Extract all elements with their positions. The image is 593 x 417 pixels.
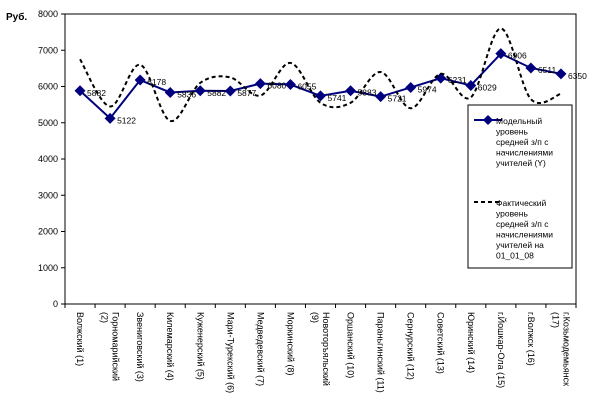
x-category-label-10-0: Параньгинский (11) [376, 312, 386, 393]
x-category-label-13-0: Юринский (14) [466, 312, 476, 373]
x-category-12: Советский (13) [436, 312, 446, 374]
x-category-label-15-0: г.Волжск (16) [526, 312, 536, 366]
model-data-label-10: 5721 [388, 94, 407, 104]
legend: Модельный уровень средней з/п с начислениям… [467, 104, 573, 269]
model-point-3 [164, 86, 176, 98]
y-tick-label-1: 1000 [38, 263, 58, 273]
legend-label-model: Модельный уровень средней з/п с начислениям… [496, 116, 553, 168]
y-tick-label-2: 2000 [38, 227, 58, 237]
model-point-14 [495, 48, 507, 60]
y-tick-label-5: 5000 [38, 118, 58, 128]
x-category-0: Волжский (1) [75, 312, 85, 366]
x-category-13: Юринский (14) [466, 312, 476, 373]
x-category-15: г.Волжск (16) [526, 312, 536, 366]
series-line-actual [79, 27, 562, 122]
model-data-label-5: 5877 [237, 88, 256, 98]
model-data-label-4: 5882 [207, 88, 226, 98]
model-point-16 [555, 68, 567, 80]
model-data-label-14: 6906 [508, 51, 527, 61]
legend-label-actual: Фактический уровень средней з/п с начислени… [496, 198, 553, 261]
x-category-11: Сернурский (12) [406, 312, 416, 380]
x-category-14: г.Йошкар-Ола (15) [496, 312, 507, 388]
x-category-7: Моркинский (8) [285, 312, 295, 376]
x-category-label-11-0: Сернурский (12) [406, 312, 416, 380]
x-category-label-12-0: Советский (13) [436, 312, 446, 374]
model-point-10 [375, 91, 387, 103]
model-point-5 [224, 85, 236, 97]
x-category-label-16-0: г.Козьмодемьянск [561, 312, 571, 386]
model-point-4 [194, 85, 206, 97]
y-axis-unit: Руб. [6, 11, 27, 23]
y-tick-label-8: 8000 [38, 9, 58, 19]
model-point-2 [134, 74, 146, 86]
x-category-label-1-0: Горномарийский [111, 312, 121, 381]
y-tick-label-4: 4000 [38, 154, 58, 164]
model-point-0 [74, 85, 86, 97]
x-category-label-3-0: Килемарский (4) [165, 312, 175, 381]
x-category-16: г.Козьмодемьянск(17) [550, 312, 571, 386]
x-category-1: Горномарийский(2) [100, 312, 121, 381]
x-category-5: Мари-Турекский (6) [225, 312, 235, 393]
x-category-label-6-0: Медведевский (7) [255, 312, 265, 386]
x-category-label-8-1: (9) [310, 312, 320, 323]
model-data-label-3: 5836 [177, 89, 196, 99]
model-data-label-8: 5741 [328, 93, 347, 103]
model-point-9 [345, 85, 357, 97]
model-point-1 [104, 112, 116, 124]
x-category-8: Новоторъяльский(9) [310, 312, 331, 386]
legend-marker-model [483, 115, 493, 125]
x-category-label-9-0: Оршанский (10) [346, 312, 356, 378]
x-category-2: Звениговский (3) [135, 312, 145, 382]
x-category-label-14-0: г.Йошкар-Ола (15) [496, 312, 507, 388]
y-tick-label-3: 3000 [38, 190, 58, 200]
x-category-label-5-0: Мари-Турекский (6) [225, 312, 235, 393]
model-data-label-6: 6080 [267, 81, 286, 91]
model-data-label-7: 6055 [297, 82, 316, 92]
x-category-label-8-0: Новоторъяльский [321, 312, 331, 386]
x-category-10: Параньгинский (11) [376, 312, 386, 393]
model-point-15 [525, 62, 537, 74]
x-category-3: Килемарский (4) [165, 312, 175, 381]
model-data-label-11: 5974 [418, 84, 437, 94]
model-point-8 [315, 90, 326, 102]
x-category-label-4-0: Куженерский (5) [195, 312, 205, 380]
model-point-6 [254, 78, 266, 90]
x-category-6: Медведевский (7) [255, 312, 265, 386]
x-category-4: Куженерский (5) [195, 312, 205, 380]
model-data-label-9: 5883 [358, 88, 377, 98]
model-data-label-2: 6178 [147, 77, 166, 87]
model-data-label-1: 5122 [117, 115, 136, 125]
x-category-label-16-1: (17) [550, 312, 560, 328]
model-point-13 [465, 79, 477, 91]
model-data-label-12: 6231 [448, 75, 467, 85]
x-category-label-7-0: Моркинский (8) [285, 312, 295, 376]
model-data-label-13: 6029 [478, 82, 497, 92]
y-tick-label-7: 7000 [38, 45, 58, 55]
model-point-11 [405, 81, 417, 93]
x-category-label-2-0: Звениговский (3) [135, 312, 145, 382]
legend-box [467, 104, 573, 269]
x-axis-categories: Волжский (1) Горномарийский(2) Звениговски… [64, 304, 577, 393]
model-data-label-16: 6350 [568, 71, 587, 81]
y-tick-label-0: 0 [53, 299, 58, 309]
x-category-label-0-0: Волжский (1) [75, 312, 85, 366]
model-point-7 [284, 79, 296, 91]
x-category-9: Оршанский (10) [346, 312, 356, 378]
y-axis-ticks: 0 1000 2000 3000 4000 5000 6000 7000 8000 [38, 9, 65, 309]
y-tick-label-6: 6000 [38, 82, 58, 92]
model-data-label-15: 6511 [538, 65, 557, 75]
x-category-label-1-1: (2) [100, 312, 110, 323]
